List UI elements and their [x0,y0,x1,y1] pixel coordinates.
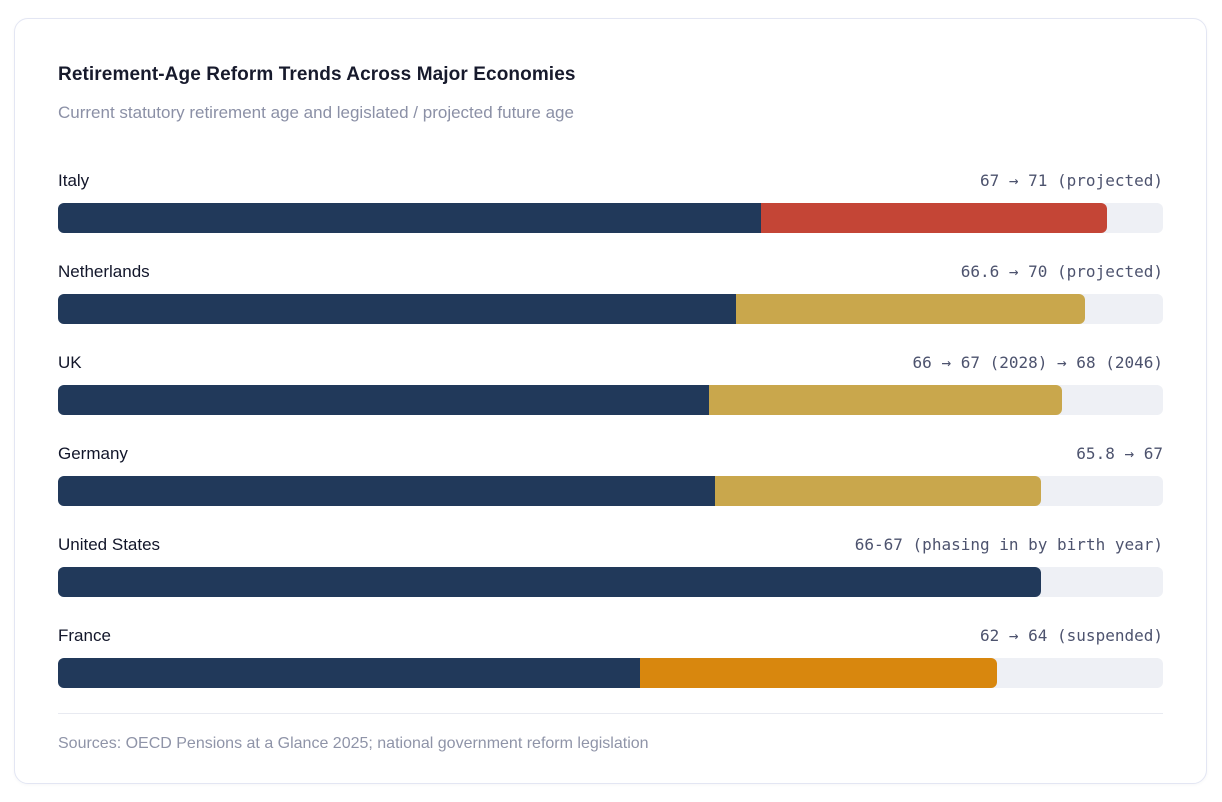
row-header: Netherlands 66.6 → 70 (projected) [58,261,1163,282]
country-row: United States 66-67 (phasing in by birth… [58,534,1163,597]
age-annotation: 66.6 → 70 (projected) [960,262,1163,281]
country-label: France [58,626,111,645]
age-annotation: 65.8 → 67 [1076,444,1163,463]
row-header: UK 66 → 67 (2028) → 68 (2046) [58,352,1163,373]
bar-future-age [708,385,1063,415]
country-label: United States [58,535,161,554]
bar-current-age [58,658,641,688]
row-header: United States 66-67 (phasing in by birth… [58,534,1163,555]
bar-current-age [58,203,761,233]
country-label: UK [58,353,82,372]
row-header: France 62 → 64 (suspended) [58,625,1163,646]
bar-future-age [760,203,1107,233]
country-row: France 62 → 64 (suspended) [58,625,1163,688]
bar-track [58,658,1163,688]
bar-track [58,203,1163,233]
age-annotation: 67 → 71 (projected) [979,171,1163,190]
bar-rows-container: Italy 67 → 71 (projected) Netherlands 66… [58,170,1163,688]
bar-current-age [58,476,716,506]
age-annotation: 66-67 (phasing in by birth year) [854,535,1163,554]
country-label: Germany [58,444,128,463]
bar-future-age [736,294,1085,324]
bar-current-age [58,294,737,324]
country-row: Netherlands 66.6 → 70 (projected) [58,261,1163,324]
age-annotation: 66 → 67 (2028) → 68 (2046) [912,353,1163,372]
bar-track [58,294,1163,324]
bar-future-age [640,658,998,688]
bar-current-age [58,385,709,415]
country-label: Italy [58,171,90,190]
sources-note: Sources: OECD Pensions at a Glance 2025;… [58,735,649,752]
country-row: Germany 65.8 → 67 [58,443,1163,506]
chart-card: Retirement-Age Reform Trends Across Majo… [14,18,1207,784]
country-label: Netherlands [58,262,150,281]
bar-track [58,567,1163,597]
bar-future-age [715,476,1042,506]
country-row: Italy 67 → 71 (projected) [58,170,1163,233]
footer-divider [58,713,1163,714]
bar-track [58,385,1163,415]
country-row: UK 66 → 67 (2028) → 68 (2046) [58,352,1163,415]
row-header: Germany 65.8 → 67 [58,443,1163,464]
chart-title: Retirement-Age Reform Trends Across Majo… [58,64,576,85]
bar-track [58,476,1163,506]
bar-current-age [58,567,1042,597]
row-header: Italy 67 → 71 (projected) [58,170,1163,191]
age-annotation: 62 → 64 (suspended) [979,626,1163,645]
chart-subtitle: Current statutory retirement age and leg… [58,103,574,122]
